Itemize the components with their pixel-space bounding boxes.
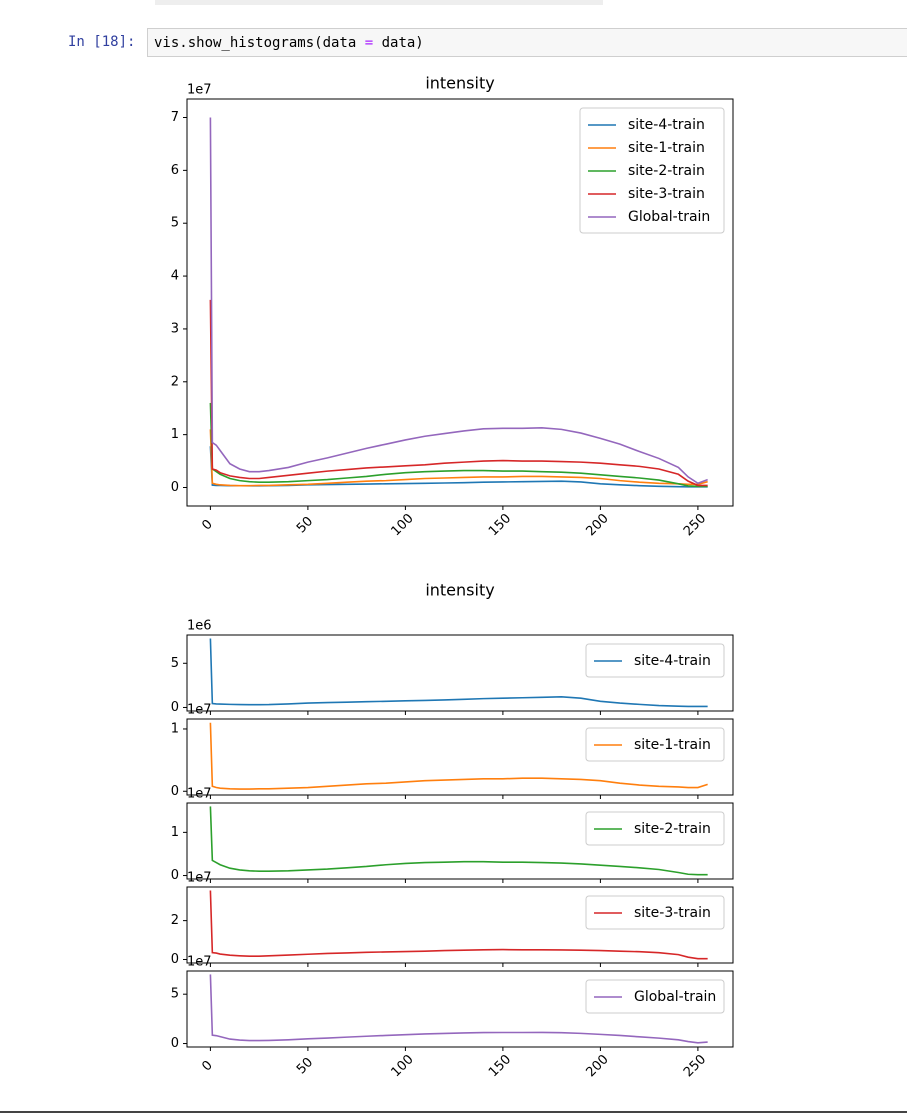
- y-tick-label: 0: [171, 952, 179, 967]
- x-tick-label: 200: [583, 511, 611, 539]
- y-tick-label: 5: [171, 987, 179, 1002]
- legend-label: site-2-train: [634, 821, 711, 837]
- x-tick-label: 0: [199, 1058, 215, 1074]
- legend-label: site-3-train: [628, 186, 705, 202]
- y-tick-label: 1: [171, 825, 179, 840]
- y-offset-label: 1e7: [187, 871, 212, 886]
- x-tick-label: 50: [294, 1055, 316, 1077]
- x-tick-label: 250: [681, 1052, 709, 1080]
- code-operator: =: [365, 35, 373, 51]
- legend-label: site-1-train: [634, 737, 711, 753]
- y-tick-label: 0: [171, 480, 179, 495]
- y-tick-label: 2: [171, 374, 179, 389]
- y-tick-label: 4: [171, 269, 179, 284]
- y-tick-label: 3: [171, 321, 179, 336]
- code-token: data): [373, 35, 424, 51]
- legend-label: Global-train: [628, 209, 710, 225]
- y-tick-label: 0: [171, 700, 179, 715]
- legend-label: site-2-train: [628, 163, 705, 179]
- y-tick-label: 7: [171, 110, 179, 125]
- legend-label: site-4-train: [634, 653, 711, 669]
- chart-title: intensity: [425, 74, 494, 93]
- legend-label: Global-train: [634, 989, 716, 1005]
- y-offset-label: 1e7: [187, 83, 212, 98]
- x-tick-label: 150: [486, 511, 514, 539]
- previous-output: [155, 0, 603, 5]
- y-tick-label: 0: [171, 868, 179, 883]
- x-tick-label: 100: [388, 511, 416, 539]
- y-offset-label: 1e7: [187, 787, 212, 802]
- code-token: vis.show_histograms(data: [154, 35, 365, 51]
- y-offset-label: 1e6: [187, 619, 212, 634]
- legend-label: site-3-train: [634, 905, 711, 921]
- series-line: [210, 403, 707, 487]
- legend-label: site-4-train: [628, 117, 705, 133]
- x-tick-label: 100: [388, 1052, 416, 1080]
- legend-label: site-1-train: [628, 140, 705, 156]
- y-offset-label: 1e7: [187, 703, 212, 718]
- x-tick-label: 150: [486, 1052, 514, 1080]
- y-tick-label: 5: [171, 656, 179, 671]
- x-tick-label: 0: [199, 517, 215, 533]
- y-tick-label: 0: [171, 784, 179, 799]
- y-tick-label: 0: [171, 1036, 179, 1051]
- y-tick-label: 1: [171, 721, 179, 736]
- x-tick-label: 50: [294, 514, 316, 536]
- series-line: [210, 300, 707, 486]
- y-tick-label: 5: [171, 216, 179, 231]
- y-offset-label: 1e7: [187, 955, 212, 970]
- y-tick-label: 6: [171, 163, 179, 178]
- code: vis.show_histograms(data = data): [154, 35, 424, 51]
- chart-title: intensity: [425, 581, 494, 600]
- cell-prompt: In [18]:: [68, 34, 135, 50]
- y-tick-label: 1: [171, 427, 179, 442]
- x-tick-label: 250: [681, 511, 709, 539]
- x-tick-label: 200: [583, 1052, 611, 1080]
- y-tick-label: 2: [171, 913, 179, 928]
